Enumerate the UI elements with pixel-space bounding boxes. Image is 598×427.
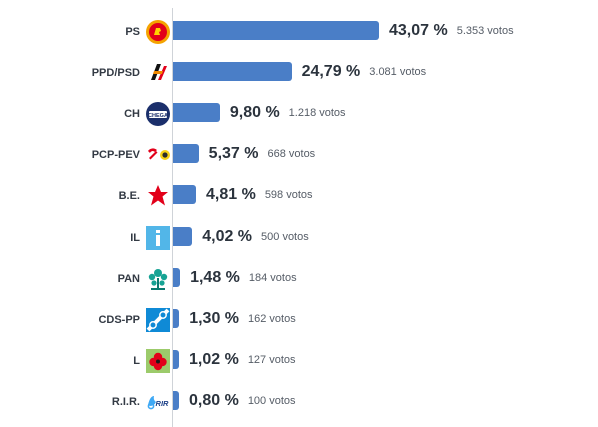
party-label: PAN	[117, 273, 140, 285]
result-row: L 1,02 % 127 votos	[0, 346, 598, 376]
result-row: PPD/PSD 24,79 % 3.081 votos	[0, 58, 598, 88]
votes-label: 1.218 votos	[288, 107, 346, 119]
party-label: B.E.	[118, 190, 140, 202]
percent-label: 9,80 %	[229, 104, 280, 121]
votes-label: 184 votos	[248, 272, 297, 284]
percent-label: 1,02 %	[189, 351, 239, 368]
bar	[173, 268, 181, 287]
votes-label: 598 votos	[264, 189, 313, 201]
percent-label: 4,02 %	[202, 228, 253, 245]
bar	[173, 185, 196, 204]
percent-label: 0,80 %	[189, 392, 239, 409]
percent-label: 4,81 %	[206, 186, 256, 203]
bar	[173, 62, 292, 81]
bar	[173, 309, 180, 328]
bar	[173, 391, 179, 410]
chega-logo-icon: CHEGA	[145, 101, 171, 127]
party-label: PS	[125, 26, 140, 38]
votes-label: 162 votos	[248, 313, 296, 325]
party-label: R.I.R.	[111, 396, 140, 408]
votes-label: 500 votos	[261, 231, 309, 243]
result-row: IL 4,02 % 500 votos	[0, 223, 598, 253]
chart-axis-line	[172, 8, 173, 427]
votes-label: 127 votos	[247, 354, 296, 366]
pan-logo-icon	[145, 266, 171, 292]
bar	[173, 227, 193, 246]
party-label: PCP-PEV	[91, 149, 140, 161]
result-row: B.E. 4,81 % 598 votos	[0, 181, 598, 211]
party-label: IL	[130, 232, 140, 244]
party-label: L	[133, 355, 140, 367]
rir-logo-icon: RIR	[145, 389, 171, 415]
votes-label: 100 votos	[247, 395, 296, 407]
result-row: R.I.R. RIR 0,80 % 100 votos	[0, 387, 598, 417]
cds-logo-icon	[145, 307, 171, 333]
percent-label: 1,48 %	[190, 269, 240, 286]
result-row: PAN 1,48 % 184 votos	[0, 264, 598, 294]
be-logo-icon	[145, 183, 171, 209]
ps-logo-icon	[145, 19, 171, 45]
livre-logo-icon	[145, 348, 171, 374]
result-row: CDS-PP 1,30 % 162 votos	[0, 305, 598, 335]
percent-label: 24,79 %	[301, 63, 361, 80]
svg-text:RIR: RIR	[156, 399, 170, 408]
svg-text:CHEGA: CHEGA	[148, 113, 168, 119]
votes-label: 5.353 votos	[456, 25, 514, 37]
party-label: CDS-PP	[98, 314, 140, 326]
percent-label: 1,30 %	[189, 310, 240, 327]
result-row: PCP-PEV 5,37 % 668 votos	[0, 140, 598, 170]
votes-label: 3.081 votos	[369, 66, 427, 78]
cdu-logo-icon	[145, 142, 171, 168]
result-row: CH CHEGA 9,80 % 1.218 votos	[0, 99, 598, 129]
il-logo-icon	[145, 225, 171, 251]
bar	[173, 103, 220, 122]
party-label: CH	[124, 108, 140, 120]
bar	[173, 350, 179, 369]
percent-label: 43,07 %	[389, 22, 448, 39]
psd-logo-icon	[145, 60, 171, 86]
bar	[173, 21, 379, 40]
percent-label: 5,37 %	[208, 145, 259, 162]
result-row: PS 43,07 % 5.353 votos	[0, 17, 598, 47]
votes-label: 668 votos	[267, 148, 316, 160]
party-label: PPD/PSD	[91, 67, 140, 79]
bar	[173, 144, 199, 163]
